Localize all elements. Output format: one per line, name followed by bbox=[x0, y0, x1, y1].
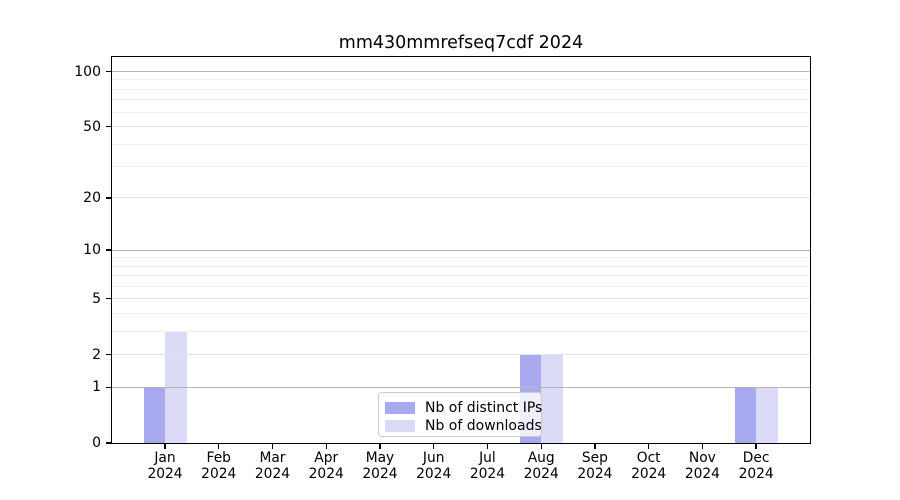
legend-label-downloads: Nb of downloads bbox=[425, 418, 542, 434]
gridline-40 bbox=[112, 143, 810, 145]
x-tick-mark bbox=[648, 443, 650, 449]
bar-downloads bbox=[541, 354, 563, 443]
gridline-60 bbox=[112, 111, 810, 113]
y-tick-label: 20 bbox=[83, 189, 101, 206]
y-tick-mark bbox=[106, 442, 112, 444]
x-tick-mark bbox=[218, 443, 220, 449]
x-tick-mark bbox=[325, 443, 327, 449]
gridline-7 bbox=[112, 275, 810, 277]
y-tick-label: 1 bbox=[92, 379, 101, 396]
y-tick-label: 0 bbox=[92, 435, 101, 451]
x-tick-month: May bbox=[365, 450, 395, 466]
x-tick-month: Dec bbox=[742, 450, 770, 466]
x-tick-label: Mar 2024 bbox=[242, 450, 302, 482]
y-tick-label: 100 bbox=[74, 63, 101, 80]
legend-swatch-downloads bbox=[385, 420, 415, 432]
x-tick-mark bbox=[164, 443, 166, 449]
x-tick-mark bbox=[271, 443, 274, 449]
x-tick-year: 2024 bbox=[631, 465, 667, 482]
y-tick-mark bbox=[106, 125, 112, 128]
x-tick-year: 2024 bbox=[469, 465, 505, 482]
y-tick-mark bbox=[106, 353, 112, 356]
gridline-2 bbox=[112, 354, 810, 356]
x-tick-month: Jan bbox=[154, 450, 176, 466]
gridline-9 bbox=[112, 257, 810, 259]
x-tick-mark bbox=[755, 443, 757, 449]
gridline-80 bbox=[112, 88, 810, 90]
x-tick-year: 2024 bbox=[577, 465, 613, 482]
x-tick-year: 2024 bbox=[416, 465, 452, 482]
x-tick-label: Jul 2024 bbox=[457, 450, 517, 482]
x-tick-label: Sep 2024 bbox=[565, 450, 625, 482]
gridline-4 bbox=[112, 312, 810, 314]
legend-item-downloads: Nb of downloads bbox=[385, 417, 542, 435]
gridline-3 bbox=[112, 330, 810, 332]
legend: Nb of distinct IPs Nb of downloads bbox=[378, 392, 542, 437]
y-tick-mark bbox=[106, 197, 112, 199]
x-tick-mark bbox=[433, 443, 435, 449]
x-tick-month: Nov bbox=[688, 450, 716, 466]
gridline-100 bbox=[112, 71, 810, 73]
x-tick-label: Apr 2024 bbox=[296, 450, 356, 482]
y-tick-label: 50 bbox=[83, 118, 101, 135]
gridline-50 bbox=[112, 126, 810, 128]
x-tick-year: 2024 bbox=[201, 465, 237, 482]
gridline-30 bbox=[112, 166, 810, 168]
x-tick-mark bbox=[540, 443, 542, 449]
y-tick-label: 10 bbox=[83, 242, 101, 258]
gridline-8 bbox=[112, 265, 810, 267]
x-tick-month: Sep bbox=[581, 450, 608, 466]
x-tick-month: Mar bbox=[259, 450, 286, 466]
x-tick-year: 2024 bbox=[308, 465, 344, 482]
x-tick-label: Jun 2024 bbox=[404, 450, 464, 482]
x-tick-label: Feb 2024 bbox=[189, 450, 249, 482]
gridline-1 bbox=[112, 386, 810, 388]
gridline-20 bbox=[112, 197, 810, 199]
chart-title: mm430mmrefseq7cdf 2024 bbox=[338, 33, 584, 53]
bar-downloads bbox=[756, 387, 778, 443]
x-tick-year: 2024 bbox=[684, 465, 720, 482]
x-tick-month: Jun bbox=[422, 450, 445, 466]
x-tick-year: 2024 bbox=[523, 465, 559, 482]
y-tick-mark bbox=[106, 298, 112, 300]
gridline-90 bbox=[112, 79, 810, 81]
bar-distinct-ips bbox=[143, 387, 165, 443]
x-tick-year: 2024 bbox=[738, 465, 774, 482]
y-tick-mark bbox=[106, 70, 112, 73]
y-tick-mark bbox=[106, 386, 112, 388]
gridline-10 bbox=[112, 249, 810, 251]
x-tick-label: Aug 2024 bbox=[511, 450, 571, 482]
bar-distinct-ips bbox=[734, 387, 757, 443]
x-tick-month: Aug bbox=[527, 450, 555, 466]
x-tick-label: Dec 2024 bbox=[726, 450, 786, 482]
gridline-70 bbox=[112, 99, 810, 101]
x-tick-year: 2024 bbox=[147, 465, 183, 482]
x-tick-year: 2024 bbox=[254, 465, 291, 482]
gridline-5 bbox=[112, 298, 810, 300]
x-tick-month: Jul bbox=[479, 450, 496, 466]
plot-area: Nb of distinct IPs Nb of downloads 0 1 2 5 1… bbox=[74, 57, 810, 481]
x-tick-month: Apr bbox=[314, 450, 339, 466]
x-tick-mark bbox=[486, 443, 489, 449]
legend-item-distinct-ips: Nb of distinct IPs bbox=[385, 399, 543, 417]
x-tick-month: Feb bbox=[206, 450, 231, 466]
x-tick-year: 2024 bbox=[362, 465, 398, 482]
legend-label-distinct-ips: Nb of distinct IPs bbox=[425, 400, 543, 416]
x-tick-label: Jan 2024 bbox=[135, 450, 195, 482]
y-tick-mark bbox=[106, 249, 112, 251]
x-tick-month: Oct bbox=[636, 450, 661, 466]
y-tick-label: 2 bbox=[92, 346, 101, 363]
x-tick-label: Oct 2024 bbox=[619, 450, 679, 482]
x-tick-label: May 2024 bbox=[350, 450, 410, 482]
x-tick-mark bbox=[701, 443, 704, 449]
x-tick-mark bbox=[379, 443, 381, 449]
y-tick-label: 5 bbox=[92, 290, 101, 307]
gridline-6 bbox=[112, 285, 810, 287]
x-tick-mark bbox=[594, 443, 596, 449]
legend-swatch-distinct-ips bbox=[385, 402, 415, 414]
x-tick-label: Nov 2024 bbox=[672, 450, 732, 482]
